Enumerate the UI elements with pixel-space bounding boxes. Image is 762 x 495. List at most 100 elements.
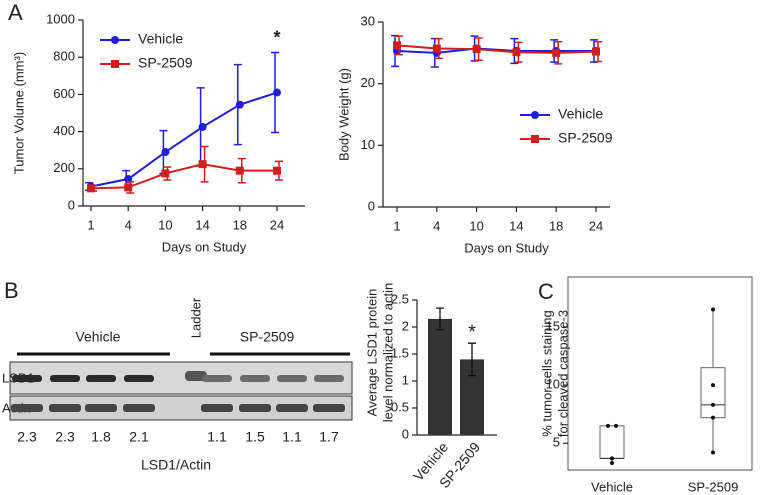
marker	[87, 184, 95, 193]
legend-marker	[111, 36, 119, 44]
point	[711, 383, 715, 388]
lsd1-band	[202, 375, 232, 382]
legend-label: Vehicle	[138, 31, 183, 47]
series-line	[396, 44, 597, 54]
y-tick-label: 1	[402, 372, 409, 387]
y-tick-label: 2	[402, 318, 409, 333]
y-tick-label: 30	[361, 13, 375, 28]
actin-band	[85, 404, 117, 412]
marker	[235, 100, 244, 109]
marker	[512, 48, 521, 57]
ratio-axis-label: LSD1/Actin	[141, 457, 211, 473]
ladder-band	[185, 371, 207, 381]
lsd1-band	[12, 375, 42, 382]
y-tick-label: 0	[368, 198, 375, 213]
y-tick-label: 5	[553, 435, 560, 450]
y-axis-label: % tumor cells staining	[539, 310, 554, 436]
point	[610, 461, 614, 466]
y-tick-label: 2.5	[391, 291, 409, 306]
x-tick-label: 4	[125, 217, 132, 232]
y-axis-label: Body Weight (g)	[336, 68, 351, 161]
point	[610, 456, 614, 461]
actin-band	[49, 404, 81, 412]
legend-label: SP-2509	[138, 55, 193, 71]
ratio-label: 2.3	[17, 429, 37, 445]
lsd1-band	[124, 375, 154, 382]
x-tick-label: 24	[270, 217, 284, 232]
marker	[198, 122, 207, 131]
legend-marker	[531, 111, 539, 119]
x-tick-label: 18	[233, 217, 247, 232]
legend-marker	[111, 60, 119, 68]
error-bar	[436, 307, 444, 331]
marker	[592, 47, 600, 56]
y-tick-label: 200	[53, 160, 75, 175]
marker	[273, 166, 281, 175]
point	[614, 423, 618, 428]
marker	[198, 160, 207, 169]
y-tick-label: 0.5	[391, 399, 409, 414]
series-line	[90, 163, 277, 190]
y-tick-label: 20	[361, 75, 375, 90]
x-tick-label: 10	[158, 217, 172, 232]
y-tick-label: 10	[361, 137, 375, 152]
marker	[161, 169, 170, 178]
x-tick-label: 4	[433, 218, 440, 233]
ratio-label: 1.5	[245, 429, 265, 445]
panel-label: C	[538, 279, 554, 304]
marker	[393, 41, 401, 50]
point	[606, 423, 610, 428]
marker	[124, 175, 133, 184]
box	[599, 425, 625, 459]
lsd1-band	[86, 375, 116, 382]
actin-band	[201, 404, 233, 412]
x-tick-label: SP-2509	[688, 479, 739, 494]
annotation: *	[273, 27, 280, 47]
marker	[432, 44, 441, 53]
point	[711, 307, 715, 312]
ladder-label: Ladder	[188, 297, 203, 338]
series-line	[90, 91, 278, 188]
x-tick-label: 14	[195, 217, 209, 232]
bar	[428, 318, 452, 435]
y-axis-label: for cleaved caspase-3	[555, 310, 570, 437]
lsd1-band	[314, 375, 344, 382]
x-tick-label: Vehicle	[591, 479, 633, 494]
y-tick-label: 600	[53, 86, 75, 101]
x-tick-label: 1	[393, 218, 400, 233]
box	[700, 367, 726, 419]
marker	[161, 148, 170, 157]
lsd1-band	[277, 375, 307, 382]
marker	[124, 183, 133, 192]
marker	[472, 45, 481, 54]
ratio-label: 2.3	[55, 429, 75, 445]
point	[711, 415, 715, 420]
point	[711, 450, 715, 455]
x-axis-label: Days on Study	[162, 239, 247, 254]
ratio-label: 1.8	[91, 429, 111, 445]
ratio-label: 1.1	[282, 429, 302, 445]
panel-label: A	[8, 0, 23, 25]
x-tick-label: 10	[469, 218, 483, 233]
y-axis-label: level normalized to actin	[380, 283, 395, 422]
y-tick-label: 15	[546, 318, 560, 333]
lsd1-band	[50, 375, 80, 382]
x-tick-label: 24	[589, 218, 603, 233]
group-label: SP-2509	[240, 329, 295, 345]
actin-band	[313, 404, 345, 412]
actin-band	[276, 404, 308, 412]
y-axis-label: Average LSD1 protein	[364, 289, 379, 417]
x-tick-label: 1	[87, 217, 94, 232]
actin-band	[11, 404, 43, 412]
marker	[273, 88, 281, 97]
error-bar	[468, 342, 476, 377]
y-tick-label: 1000	[46, 11, 75, 26]
lsd1-band	[240, 375, 270, 382]
marker	[552, 48, 561, 57]
actin-band	[123, 404, 155, 412]
x-tick-label: 18	[549, 218, 563, 233]
marker	[235, 166, 244, 175]
y-tick-label: 800	[53, 49, 75, 64]
y-tick-label: 0	[402, 426, 409, 441]
